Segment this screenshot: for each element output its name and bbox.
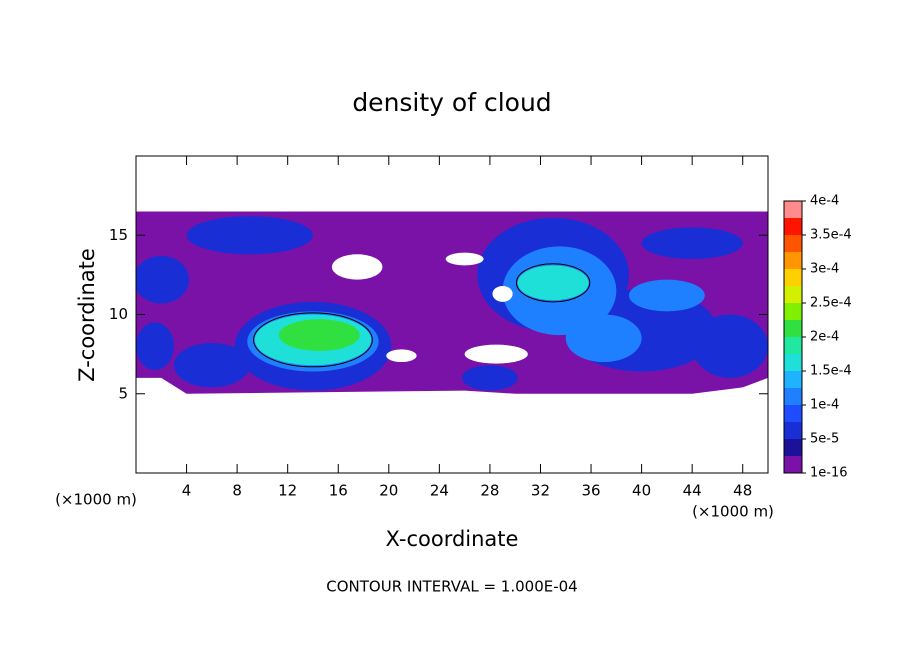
contour-field bbox=[136, 211, 768, 394]
colorbar-tick-label: 2.5e-4 bbox=[810, 296, 852, 311]
colorbar-band bbox=[784, 252, 802, 269]
colorbar-band bbox=[784, 201, 802, 218]
colorbar-tick-label: 2e-4 bbox=[810, 330, 839, 345]
background-gap bbox=[445, 252, 484, 266]
chart-title: density of cloud bbox=[352, 88, 551, 117]
background-gap bbox=[331, 254, 383, 280]
x-tick-label: 20 bbox=[379, 482, 398, 500]
colorbar-tick-label: 1.5e-4 bbox=[810, 364, 852, 379]
x-tick-label: 28 bbox=[480, 482, 499, 500]
x-tick-label: 8 bbox=[232, 482, 242, 500]
colorbar-tick-label: 1e-16 bbox=[810, 466, 848, 481]
colorbar-band bbox=[784, 405, 802, 422]
contour-fill bbox=[186, 216, 313, 255]
contour-fill bbox=[565, 314, 642, 363]
colorbar-band bbox=[784, 320, 802, 337]
background-gap bbox=[386, 349, 417, 363]
x-tick-label: 24 bbox=[430, 482, 449, 500]
y-tick-label: 5 bbox=[118, 384, 128, 402]
x-unit: (×1000 m) bbox=[692, 503, 774, 521]
y-axis-label: Z-coordinate bbox=[75, 248, 99, 382]
contour-line bbox=[515, 263, 591, 303]
x-tick-label: 36 bbox=[581, 482, 600, 500]
colorbar-band bbox=[784, 286, 802, 303]
contour-fill bbox=[692, 314, 768, 378]
x-tick-label: 32 bbox=[531, 482, 550, 500]
footnote: CONTOUR INTERVAL = 1.000E-04 bbox=[326, 578, 577, 596]
colorbar-band bbox=[784, 235, 802, 252]
colorbar-tick-label: 3.5e-4 bbox=[810, 228, 852, 243]
x-tick-label: 12 bbox=[278, 482, 297, 500]
x-tick-label: 16 bbox=[329, 482, 348, 500]
colorbar-tick-label: 4e-4 bbox=[810, 194, 839, 209]
colorbar-band bbox=[784, 422, 802, 439]
contour-fill bbox=[641, 227, 743, 260]
colorbar-band bbox=[784, 439, 802, 456]
colorbar-tick-label: 1e-4 bbox=[810, 398, 839, 413]
colorbar-tick-label: 5e-5 bbox=[810, 432, 839, 447]
colorbar-tick-label: 3e-4 bbox=[810, 262, 839, 277]
colorbar-band bbox=[784, 269, 802, 286]
y-unit: (×1000 m) bbox=[55, 491, 137, 509]
x-tick-label: 48 bbox=[733, 482, 752, 500]
x-tick-label: 4 bbox=[182, 482, 192, 500]
background-gap bbox=[464, 344, 528, 364]
colorbar-band bbox=[784, 354, 802, 371]
y-tick-label: 15 bbox=[109, 226, 128, 244]
colorbar-band bbox=[784, 371, 802, 388]
contour-fill bbox=[462, 365, 518, 391]
x-axis-label: X-coordinate bbox=[386, 527, 519, 551]
colorbar-band bbox=[784, 456, 802, 473]
contour-fill bbox=[173, 343, 250, 388]
background-gap bbox=[492, 285, 513, 302]
contour-fill bbox=[278, 319, 360, 351]
contour-fill bbox=[628, 279, 705, 312]
contour-fill bbox=[517, 265, 589, 301]
colorbar-band bbox=[784, 218, 802, 235]
x-tick-label: 44 bbox=[683, 482, 702, 500]
colorbar-band bbox=[784, 388, 802, 405]
colorbar-band bbox=[784, 303, 802, 320]
contour-fill bbox=[136, 255, 190, 304]
contour-fill bbox=[136, 322, 174, 370]
x-tick-label: 40 bbox=[632, 482, 651, 500]
y-tick-label: 10 bbox=[109, 305, 128, 323]
colorbar-band bbox=[784, 337, 802, 354]
contour-line bbox=[253, 312, 373, 368]
